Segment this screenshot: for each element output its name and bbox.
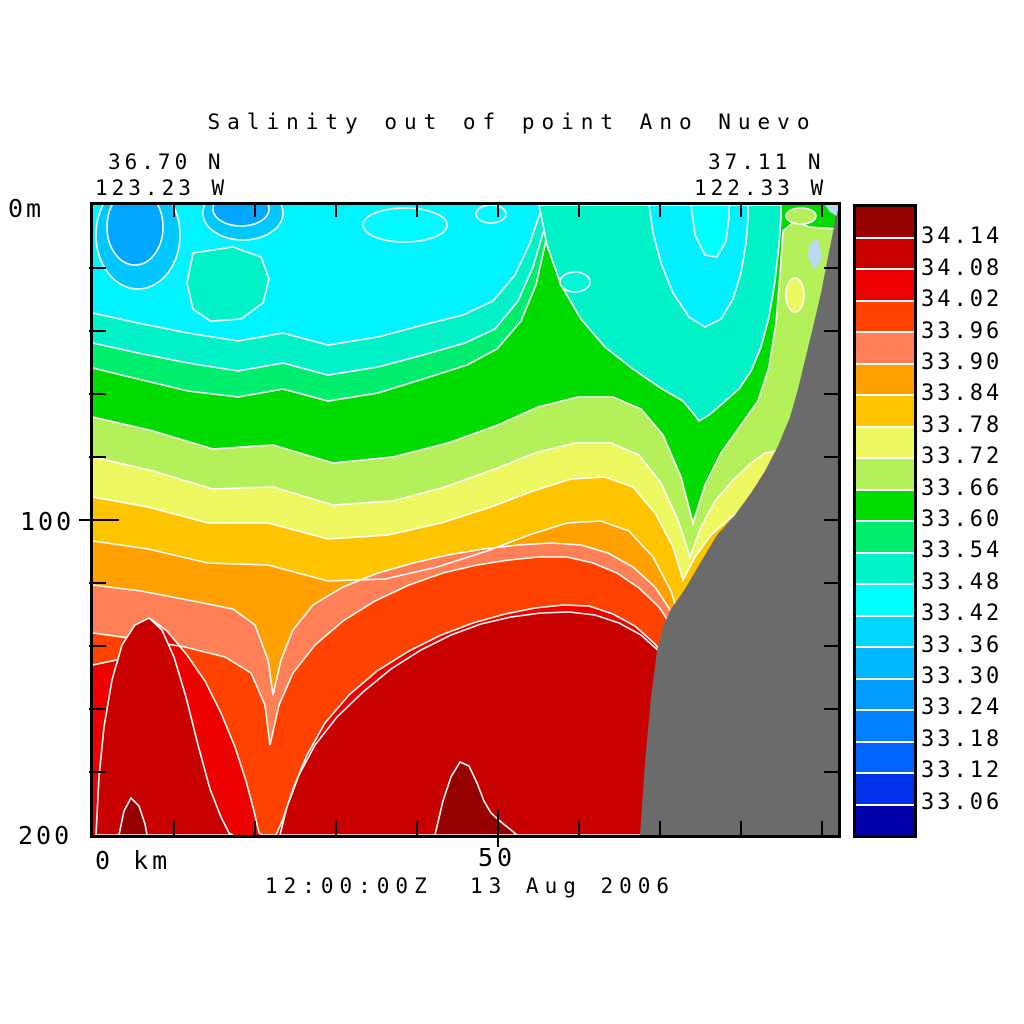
colorbar-label-33.12: 33.12 (921, 758, 1003, 784)
y-axis-label-100m: 100 (20, 507, 75, 536)
colorbar-cell-13 (856, 614, 914, 646)
contour-line-33.48 (93, 205, 546, 346)
colorbar-cell-14 (856, 646, 914, 678)
y-axis-label-200m: 200 (18, 821, 73, 850)
colorbar-label-33.36: 33.36 (921, 632, 1003, 658)
cyan-spot-2 (475, 205, 507, 224)
colorbar-cell-7 (856, 425, 914, 457)
colorbar-cell-5 (856, 362, 914, 394)
seafloor-wedge (640, 209, 838, 835)
colorbar-label-34.14: 34.14 (921, 224, 1003, 250)
ygreen-patch-coast-top (785, 207, 817, 225)
colorbar-cell-9 (856, 488, 914, 520)
fresh-tongue-core (690, 205, 730, 258)
colorbar-cell-17 (856, 740, 914, 772)
section-end-latitude: 37.11 N (708, 150, 825, 174)
core-west-34.14 (118, 796, 148, 835)
colorbar-label-33.18: 33.18 (921, 726, 1003, 752)
colorbar-cell-11 (856, 551, 914, 583)
colorbar-cell-1 (856, 236, 914, 268)
colorbar-cell-16 (856, 709, 914, 741)
pale-blue-corner (825, 205, 838, 217)
colorbar-label-34.08: 34.08 (921, 255, 1003, 281)
colorbar-label-33.90: 33.90 (921, 350, 1003, 375)
colorbar-label-33.42: 33.42 (921, 601, 1003, 627)
colorbar-label-33.78: 33.78 (921, 412, 1003, 438)
colorbar-cell-18 (856, 772, 914, 804)
colorbar-label-33.96: 33.96 (921, 318, 1003, 344)
cyan-spot-1 (362, 207, 448, 243)
pale-blue-sliver (808, 238, 822, 271)
colorbar-label-33.54: 33.54 (921, 538, 1003, 564)
colorbar-cell-3 (856, 299, 914, 331)
section-start-longitude: 123.23 W (95, 176, 229, 200)
valid-time-label: 12:00:00Z 13 Aug 2006 (264, 874, 676, 898)
colorbar-cell-4 (856, 331, 914, 363)
colorbar-label-33.30: 33.30 (921, 664, 1003, 689)
colorbar-label-33.24: 33.24 (921, 695, 1003, 721)
colorbar-cell-2 (856, 268, 914, 300)
colorbar-cell-15 (856, 677, 914, 709)
section-end-longitude: 122.33 W (694, 176, 828, 200)
colorbar-label-33.84: 33.84 (921, 381, 1003, 407)
colorbar-cell-10 (856, 520, 914, 552)
section-start-latitude: 36.70 N (108, 150, 225, 174)
contour-section-plot (93, 205, 838, 835)
colorbar (853, 204, 917, 838)
mint-patch-west (186, 246, 270, 322)
colorbar-cell-0 (856, 207, 914, 237)
colorbar-cell-12 (856, 583, 914, 615)
y-axis-label-0m: 0m (8, 194, 45, 223)
contour-line-33.54 (93, 205, 550, 376)
colorbar-cell-19 (856, 803, 914, 835)
colorbar-label-33.48: 33.48 (921, 569, 1003, 595)
colorbar-label-33.06: 33.06 (921, 789, 1003, 815)
x-axis-label-50km: 50 (478, 843, 517, 872)
colorbar-label-33.72: 33.72 (921, 444, 1003, 470)
yellow-spot-coast (785, 277, 805, 313)
chart-title: Salinity out of point Ano Nuevo (207, 110, 817, 134)
dome-west-34.08 (95, 617, 234, 835)
colorbar-label-33.66: 33.66 (921, 475, 1003, 501)
colorbar-label-34.02: 34.02 (921, 287, 1003, 313)
contour-line-33.6 (93, 205, 554, 402)
colorbar-cell-8 (856, 457, 914, 489)
blue-core-west (106, 205, 164, 266)
mint-spot-tongue (559, 271, 591, 293)
colorbar-cell-6 (856, 394, 914, 426)
colorbar-label-33.60: 33.60 (921, 507, 1003, 532)
x-axis-label-0km: 0 km (95, 846, 172, 875)
core-center-34.14 (434, 760, 519, 835)
contour-line-33.66 (93, 220, 838, 526)
